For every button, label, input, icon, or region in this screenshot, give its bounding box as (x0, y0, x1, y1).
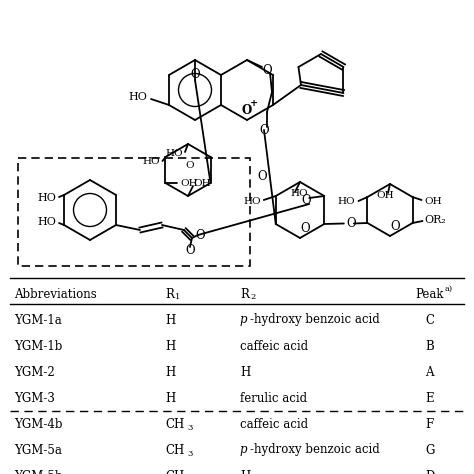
Text: CH: CH (165, 418, 184, 430)
Text: YGM-1a: YGM-1a (14, 313, 62, 327)
Text: YGM-5a: YGM-5a (14, 444, 62, 456)
Text: R: R (240, 288, 249, 301)
Text: O: O (186, 161, 194, 170)
Text: O: O (185, 244, 195, 256)
Text: HO: HO (128, 92, 147, 102)
Text: CH: CH (165, 470, 184, 474)
Text: O: O (262, 64, 272, 76)
Text: H: H (165, 365, 175, 379)
Text: HO: HO (37, 217, 56, 227)
Text: HO: HO (243, 197, 261, 206)
Text: caffeic acid: caffeic acid (240, 339, 308, 353)
Text: E: E (425, 392, 434, 404)
Text: CH: CH (165, 444, 184, 456)
Text: HO: HO (37, 193, 56, 203)
Text: YGM-3: YGM-3 (14, 392, 55, 404)
Text: YGM-2: YGM-2 (14, 365, 55, 379)
Text: p: p (240, 444, 247, 456)
Text: 2: 2 (250, 293, 255, 301)
Text: H: H (240, 365, 250, 379)
Text: OH: OH (376, 191, 394, 201)
Text: O: O (346, 217, 356, 230)
Text: YGM-5b: YGM-5b (14, 470, 63, 474)
Text: HO: HO (338, 198, 356, 207)
Text: HO: HO (165, 149, 183, 158)
Text: O: O (195, 228, 205, 241)
Text: H: H (165, 392, 175, 404)
Text: OR₂: OR₂ (425, 215, 446, 225)
Text: R: R (165, 288, 174, 301)
Text: B: B (425, 339, 434, 353)
Text: Abbreviations: Abbreviations (14, 288, 97, 301)
Text: O: O (190, 67, 200, 81)
Text: +: + (250, 99, 258, 108)
Text: HO: HO (143, 157, 161, 166)
Text: G: G (425, 444, 434, 456)
Text: 1: 1 (175, 293, 181, 301)
Text: OH: OH (425, 198, 442, 207)
Text: H: H (240, 470, 250, 474)
Text: O: O (301, 194, 311, 208)
Text: YGM-1b: YGM-1b (14, 339, 63, 353)
Text: HO: HO (290, 190, 308, 199)
Text: caffeic acid: caffeic acid (240, 418, 308, 430)
Text: -hydroxy benzoic acid: -hydroxy benzoic acid (250, 313, 380, 327)
Text: OH: OH (193, 180, 210, 189)
Text: OH: OH (181, 179, 198, 188)
Text: H: H (165, 313, 175, 327)
Text: -hydroxy benzoic acid: -hydroxy benzoic acid (250, 444, 380, 456)
Text: O: O (242, 103, 252, 117)
Text: a): a) (445, 285, 453, 293)
Text: D: D (425, 470, 434, 474)
Text: 3: 3 (187, 450, 192, 458)
Text: YGM-4b: YGM-4b (14, 418, 63, 430)
Text: H: H (165, 339, 175, 353)
Text: p: p (240, 313, 247, 327)
Text: O: O (390, 219, 400, 233)
Text: A: A (425, 365, 434, 379)
Text: ferulic acid: ferulic acid (240, 392, 307, 404)
Text: C: C (425, 313, 434, 327)
Text: O: O (300, 221, 310, 235)
Text: O: O (257, 171, 267, 183)
Text: F: F (425, 418, 433, 430)
Text: 3: 3 (187, 424, 192, 432)
Text: Peak: Peak (415, 288, 444, 301)
Text: O: O (259, 124, 269, 137)
